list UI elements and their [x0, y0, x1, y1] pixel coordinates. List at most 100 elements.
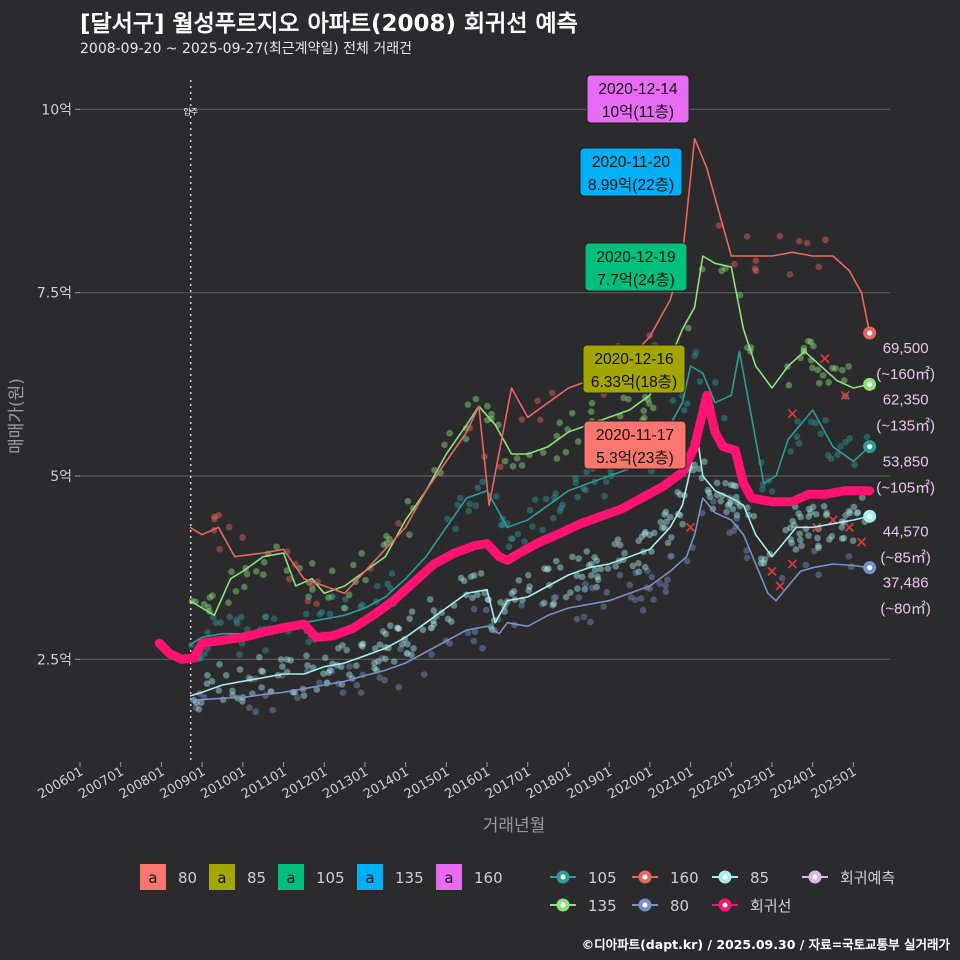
scatter-point-85 [591, 566, 599, 574]
scatter-point-80 [428, 651, 435, 658]
scatter-point-105 [270, 615, 278, 622]
end-value-85: 44,570 [883, 523, 929, 540]
scatter-point-135 [625, 395, 632, 403]
legend-swatch-glyph: a [148, 869, 157, 887]
scatter-point-85 [223, 671, 230, 679]
scatter-point-105 [787, 447, 794, 455]
scatter-point-135 [309, 586, 316, 593]
scatter-point-85 [469, 594, 476, 601]
scatter-point-85 [760, 559, 768, 567]
scatter-point-105 [201, 650, 208, 658]
scatter-point-85 [761, 556, 769, 563]
scatter-point-85 [259, 668, 267, 675]
scatter-point-135 [350, 561, 357, 569]
scatter-point-85 [594, 576, 602, 584]
scatter-point-105 [388, 570, 396, 577]
scatter-point-160 [518, 416, 526, 423]
x-tick-label: 201001 [198, 764, 248, 802]
scatter-point-85 [826, 536, 833, 543]
legend-swatch-80 [140, 864, 166, 890]
forecast-cross-mark [820, 354, 830, 364]
scatter-point-85 [398, 641, 406, 648]
legend-dot-center [812, 874, 818, 880]
scatter-point-85 [732, 493, 740, 501]
scatter-point-85 [787, 536, 795, 543]
series-lines [189, 137, 871, 701]
move-in-marker: 입주 [183, 80, 198, 762]
scatter-point-85 [387, 622, 394, 629]
scatter-point-135 [225, 599, 232, 606]
scatter-point-160 [549, 389, 556, 397]
legend-swatch-glyph: a [365, 869, 374, 887]
scatter-point-105 [452, 525, 459, 533]
scatter-point-80 [421, 671, 428, 678]
scatter-point-160 [313, 600, 320, 608]
scatter-point-85 [359, 640, 367, 648]
scatter-point-80 [395, 683, 403, 691]
scatter-point-80 [664, 576, 671, 583]
scatter-point-85 [729, 505, 737, 513]
scatter-point-135 [568, 409, 576, 417]
scatter-point-85 [430, 607, 438, 614]
scatter-point-135 [446, 429, 453, 437]
scatter-point-85 [726, 500, 733, 507]
scatter-point-105 [559, 501, 566, 509]
scatter-point-85 [807, 509, 815, 516]
scatter-point-85 [788, 539, 796, 547]
scatter-point-85 [419, 626, 427, 634]
scatter-point-85 [540, 599, 548, 607]
scatter-point-85 [641, 563, 649, 571]
scatter-point-85 [477, 570, 485, 577]
scatter-point-85 [796, 530, 803, 538]
scatter-point-85 [467, 573, 475, 580]
legend-line-label-회귀선: 회귀선 [750, 897, 791, 915]
scatter-point-160 [796, 237, 803, 245]
scatter-point-80 [648, 573, 656, 581]
scatter-point-85 [552, 557, 560, 565]
scatter-point-135 [562, 448, 570, 456]
scatter-point-105 [342, 596, 349, 603]
end-value-80: 37,486 [883, 575, 929, 592]
scatter-point-135 [718, 267, 725, 275]
scatter-point-85 [497, 599, 504, 606]
scatter-point-85 [662, 508, 670, 516]
scatter-point-160 [239, 534, 246, 541]
scatter-point-85 [732, 482, 740, 490]
forecast-cross-mark [767, 566, 777, 576]
callout-box [583, 420, 687, 470]
scatter-point-135 [308, 560, 316, 567]
scatter-point-85 [408, 651, 415, 659]
y-tick-label: 10억 [41, 102, 72, 118]
scatter-point-135 [358, 550, 366, 557]
scatter-point-85 [573, 572, 581, 579]
scatter-point-105 [342, 604, 349, 612]
scatter-point-85 [581, 586, 589, 593]
scatter-point-85 [390, 658, 398, 665]
scatter-point-105 [795, 440, 803, 447]
scatter-point-85 [612, 563, 619, 570]
scatter-point-135 [472, 395, 480, 403]
callout-box [586, 74, 690, 124]
scatter-point-105 [863, 433, 871, 441]
scatter-point-85 [358, 643, 366, 650]
scatter-point-85 [481, 589, 489, 597]
legend-line-label-135: 135 [588, 897, 617, 915]
forecast-cross-mark [787, 559, 797, 569]
scatter-point-105 [793, 433, 801, 440]
legend-line-label-85: 85 [750, 869, 769, 887]
scatter-point-105 [607, 468, 615, 476]
scatter-point-160 [786, 271, 794, 278]
scatter-point-105 [580, 485, 587, 492]
x-tick-label: 202301 [727, 764, 777, 802]
scatter-point-85 [216, 661, 223, 668]
scatter-point-105 [326, 610, 334, 618]
scatter-point-105 [808, 418, 815, 425]
x-tick-label: 201801 [524, 764, 574, 802]
scatter-point-135 [839, 366, 846, 374]
scatter-point-85 [591, 553, 598, 561]
scatter-point-135 [832, 365, 839, 372]
scatter-point-85 [256, 653, 263, 661]
scatter-point-85 [661, 524, 668, 532]
end-size-160: (~160㎡) [876, 366, 935, 383]
scatter-point-85 [593, 583, 600, 591]
